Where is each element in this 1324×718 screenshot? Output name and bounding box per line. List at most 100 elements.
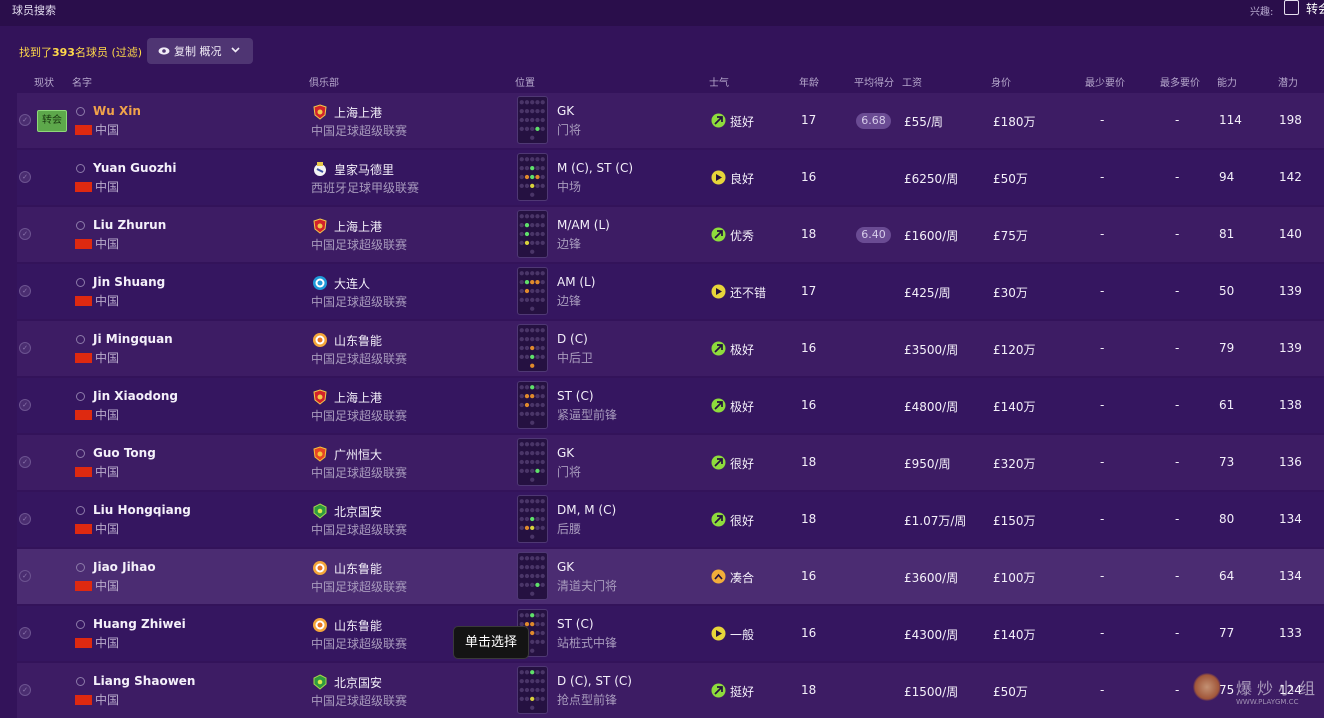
club-name[interactable]: 北京国安 [334,505,383,519]
summary-suffix: 名球员 ( [74,46,116,59]
column-header-morale[interactable]: 士气 [709,78,729,89]
player-potential: 133 [1279,626,1302,640]
table-row[interactable]: ✓ Huang Zhiwei 中国 山东鲁能 中国足球超级联赛 ST (C) 站桩式中锋 一般… [17,606,1324,661]
select-tick-icon[interactable]: ✓ [19,342,31,354]
column-header-ability[interactable]: 能力 [1217,78,1237,89]
player-name[interactable]: Guo Tong [93,446,156,460]
select-tick-icon[interactable]: ✓ [19,627,31,639]
player-value: £75万 [993,229,1028,243]
column-header-wage[interactable]: 工资 [902,78,922,89]
column-header-min-asking-price[interactable]: 最少要价 [1085,78,1125,89]
max-asking-price: - [1175,227,1180,241]
club-name[interactable]: 上海上港 [334,106,383,120]
select-tick-icon[interactable]: ✓ [19,570,31,582]
club-name[interactable]: 广州恒大 [334,448,383,462]
tooltip: 单击选择 [453,626,529,659]
player-potential: 142 [1279,170,1302,184]
china-flag-icon [75,353,92,363]
copy-overview-button[interactable]: 复制 概况 [147,38,253,64]
player-ability: 75 [1219,683,1235,697]
player-value: £320万 [993,457,1036,471]
club-name[interactable]: 皇家马德里 [334,163,395,177]
column-header-value[interactable]: 身价 [991,78,1011,89]
player-position: AM (L) [557,275,596,289]
select-tick-icon[interactable]: ✓ [19,684,31,696]
select-tick-icon[interactable]: ✓ [19,399,31,411]
club-name[interactable]: 上海上港 [334,391,383,405]
select-tick-icon[interactable]: ✓ [19,285,31,297]
china-flag-icon [75,524,92,534]
average-rating-badge: 6.40 [856,227,891,243]
player-avatar-icon [76,107,85,116]
player-role: 清道夫门将 [557,579,618,593]
select-tick-icon[interactable]: ✓ [19,228,31,240]
player-name[interactable]: Jin Shuang [93,275,166,289]
player-nationality: 中国 [95,180,120,194]
china-flag-icon [75,410,92,420]
min-asking-price: - [1100,113,1105,127]
player-name[interactable]: Liu Zhurun [93,218,167,232]
club-crest-icon [312,275,328,291]
transfer-checkbox-label[interactable]: 转会 [1306,2,1324,16]
player-name[interactable]: Liang Shaowen [93,674,196,688]
player-ability: 81 [1219,227,1235,241]
table-row[interactable]: ✓ Jin Shuang 中国 大连人 中国足球超级联赛 AM (L) 边锋 还不错 17 £42… [17,264,1324,319]
player-name[interactable]: Jin Xiaodong [93,389,178,403]
table-row[interactable]: ✓ Liu Zhurun 中国 上海上港 中国足球超级联赛 M/AM (L) 边锋 优秀 18 6… [17,207,1324,262]
select-tick-icon[interactable]: ✓ [19,171,31,183]
position-pitch-icon [517,666,548,714]
column-header-status[interactable]: 现状 [34,78,54,89]
table-row[interactable]: ✓ Ji Mingquan 中国 山东鲁能 中国足球超级联赛 D (C) 中后卫 极好 16 £3… [17,321,1324,376]
position-pitch-icon [517,438,548,486]
table-row[interactable]: ✓ 转会 Wu Xin 中国 上海上港 中国足球超级联赛 GK 门将 挺好 17 6.68 £55/周… [17,93,1324,148]
column-header-club[interactable]: 俱乐部 [309,78,339,89]
club-crest-icon [312,617,328,633]
player-value: £100万 [993,571,1036,585]
club-name[interactable]: 山东鲁能 [334,334,383,348]
table-row[interactable]: ✓ Yuan Guozhi 中国 皇家马德里 西班牙足球甲级联赛 M (C), ST (C… [17,150,1324,205]
column-header-potential[interactable]: 潜力 [1278,78,1298,89]
player-name[interactable]: Yuan Guozhi [93,161,177,175]
club-name[interactable]: 北京国安 [334,676,383,690]
column-header-average-rating[interactable]: 平均得分 [854,78,894,89]
club-name[interactable]: 上海上港 [334,220,383,234]
club-name[interactable]: 山东鲁能 [334,562,383,576]
table-row[interactable]: ✓ Liang Shaowen 中国 北京国安 中国足球超级联赛 D (C), ST (C… [17,663,1324,718]
position-pitch-icon [517,324,548,372]
column-header-name[interactable]: 名字 [72,78,92,89]
table-row[interactable]: ✓ Liu Hongqiang 中国 北京国安 中国足球超级联赛 DM, M (C) 后腰 很… [17,492,1324,547]
column-header-position[interactable]: 位置 [515,78,535,89]
min-asking-price: - [1100,227,1105,241]
morale-arrow-icon [711,227,726,242]
player-name[interactable]: Liu Hongqiang [93,503,191,517]
club-name[interactable]: 山东鲁能 [334,619,383,633]
table-row[interactable]: ✓ Guo Tong 中国 广州恒大 中国足球超级联赛 GK 门将 很好 18 £950/周 £32… [17,435,1324,490]
min-asking-price: - [1100,512,1105,526]
morale-arrow-icon [711,170,726,185]
china-flag-icon [75,695,92,705]
min-asking-price: - [1100,284,1105,298]
player-name[interactable]: Huang Zhiwei [93,617,186,631]
column-header-max-asking-price[interactable]: 最多要价 [1160,78,1200,89]
player-ability: 79 [1219,341,1235,355]
player-name[interactable]: Ji Mingquan [93,332,173,346]
player-morale: 很好 [730,514,755,528]
table-row[interactable]: ✓ Jin Xiaodong 中国 上海上港 中国足球超级联赛 ST (C) 紧逼型前锋 极好… [17,378,1324,433]
player-position: D (C) [557,332,588,346]
filter-link[interactable]: 过滤 [115,46,138,59]
results-summary: 找到了393名球员 (过滤) [19,44,142,60]
min-asking-price: - [1100,455,1105,469]
player-nationality: 中国 [95,522,120,536]
transfer-checkbox[interactable] [1284,0,1299,15]
player-name[interactable]: Wu Xin [93,104,141,118]
club-name[interactable]: 大连人 [334,277,371,291]
table-row[interactable]: ✓ Jiao Jihao 中国 山东鲁能 中国足球超级联赛 GK 清道夫门将 凑合 16 £360… [17,549,1324,604]
column-header-age[interactable]: 年龄 [799,78,819,89]
player-name[interactable]: Jiao Jihao [93,560,156,574]
player-nationality: 中国 [95,408,120,422]
select-tick-icon[interactable]: ✓ [19,456,31,468]
player-position: ST (C) [557,617,594,631]
select-tick-icon[interactable]: ✓ [19,513,31,525]
select-tick-icon[interactable]: ✓ [19,114,31,126]
league-name: 中国足球超级联赛 [311,637,408,651]
